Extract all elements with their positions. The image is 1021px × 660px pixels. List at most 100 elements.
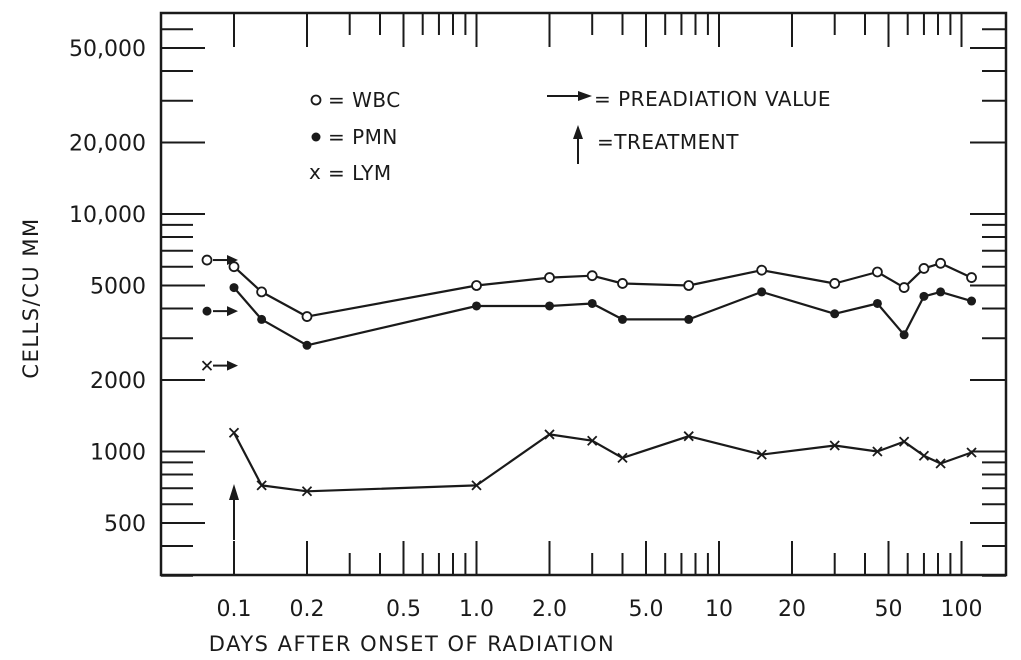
data-point-pmn [684, 314, 694, 324]
data-point-pmn [757, 287, 767, 297]
data-point-pmn [899, 330, 909, 340]
x-marker-stroke [471, 480, 482, 491]
y-tick-label: 10,000 [69, 203, 146, 228]
y-tick-label: 50,000 [69, 37, 146, 62]
data-point-pmn [936, 287, 946, 297]
arrow-right-icon [227, 306, 238, 317]
x-tick-label: 10 [705, 597, 733, 622]
preradiation-marker-wbc [201, 254, 238, 266]
x-marker-stroke [898, 436, 910, 447]
x-marker-stroke [256, 480, 267, 491]
y-tick-label: 5000 [90, 275, 146, 300]
data-point-lym [301, 486, 313, 497]
data-point-wbc [756, 264, 768, 276]
x-tick-label: 5.0 [629, 597, 664, 622]
data-point-wbc [935, 257, 947, 269]
series-line-lym [233, 432, 972, 493]
data-point-wbc [228, 261, 240, 273]
data-point-wbc [966, 272, 977, 283]
series-lym [228, 427, 977, 497]
data-point-wbc [617, 278, 628, 289]
data-point-lym [256, 480, 267, 491]
data-point-pmn [967, 296, 977, 306]
x-marker-stroke [617, 452, 628, 464]
legend-entry-treatment: =TREATMENT [573, 125, 739, 164]
legend-label-pmn: = PMN [328, 125, 398, 149]
data-point-pmn [618, 314, 628, 324]
annotation-layer [201, 254, 239, 540]
data-point-pmn [587, 298, 597, 308]
data-point-pmn [830, 309, 840, 319]
data-point-wbc [586, 270, 598, 282]
data-point-lym [935, 458, 946, 469]
treatment-marker [229, 484, 239, 540]
data-point-wbc [471, 280, 482, 291]
data-point-wbc [898, 282, 910, 293]
legend-entry-pmn: = PMN [311, 125, 398, 149]
y-tick-label: 20,000 [69, 132, 146, 157]
x-tick-label: 0.2 [290, 597, 325, 622]
x-marker-stroke [587, 435, 598, 446]
axis-tick-labels: 0.1 0.2 0.5 1.0 2.0 5.0 10 20 50 100 500 1000 2000 50… [69, 37, 982, 622]
preradiation-marker-lym [201, 360, 238, 371]
x-marker-stroke [918, 450, 930, 461]
x-tick-label: 1.0 [459, 597, 494, 622]
data-point-wbc [301, 311, 313, 322]
arrow-right-icon [227, 255, 238, 266]
data-point-lym [471, 480, 482, 491]
data-point-wbc [872, 266, 883, 278]
x-marker-icon: x [309, 160, 321, 184]
data-point-pmn [545, 301, 555, 311]
x-tick-label: 100 [941, 597, 983, 622]
legend-entry-lym: x = LYM [309, 160, 392, 185]
x-axis-title: DAYS AFTER ONSET OF RADIATION [209, 632, 615, 656]
legend-label-wbc: = WBC [328, 88, 401, 112]
filled-circle-icon [311, 132, 321, 142]
arrow-up-icon [229, 484, 239, 500]
preradiation-point [201, 360, 213, 371]
data-point-pmn [257, 314, 267, 324]
x-tick-label: 20 [778, 597, 806, 622]
x-marker-stroke [201, 360, 213, 371]
x-marker-stroke [756, 449, 767, 460]
arrow-up-icon [573, 125, 583, 164]
data-point-lym [544, 429, 555, 440]
data-point-pmn [872, 298, 882, 308]
x-marker-stroke [301, 486, 313, 497]
open-circle-icon [310, 94, 322, 106]
data-point-lym [756, 449, 767, 460]
x-marker-stroke [683, 431, 694, 442]
x-tick-label: 50 [875, 597, 903, 622]
legend-entry-wbc: = WBC [310, 88, 401, 112]
legend-label-preradiation: = PREADIATION VALUE [594, 87, 831, 111]
data-point-lym [898, 436, 910, 447]
series-layer [228, 257, 977, 497]
data-point-pmn [229, 283, 239, 293]
legend-label-lym: = LYM [328, 161, 392, 185]
data-point-wbc [918, 263, 930, 274]
data-point-lym [228, 427, 240, 438]
data-point-pmn [919, 291, 929, 301]
data-point-lym [966, 447, 977, 458]
data-point-pmn [302, 340, 312, 350]
data-point-lym [683, 431, 694, 442]
data-point-pmn [472, 301, 482, 311]
data-point-lym [617, 452, 628, 464]
arrow-right-icon [547, 91, 592, 101]
x-tick-label: 2.0 [532, 597, 567, 622]
x-marker-stroke [228, 427, 240, 438]
x-marker-stroke [966, 447, 977, 458]
data-point-wbc [544, 272, 555, 283]
series-wbc [228, 257, 977, 322]
data-point-wbc [829, 278, 841, 289]
x-marker-stroke [829, 440, 840, 451]
data-point-wbc [256, 286, 268, 298]
legend-label-treatment: =TREATMENT [597, 130, 739, 154]
y-tick-label: 1000 [90, 441, 146, 466]
data-point-lym [918, 450, 930, 461]
x-marker-stroke [872, 446, 883, 457]
preradiation-point [202, 306, 212, 316]
preradiation-point [201, 254, 213, 266]
data-point-wbc [683, 280, 695, 291]
series-pmn [229, 283, 977, 350]
